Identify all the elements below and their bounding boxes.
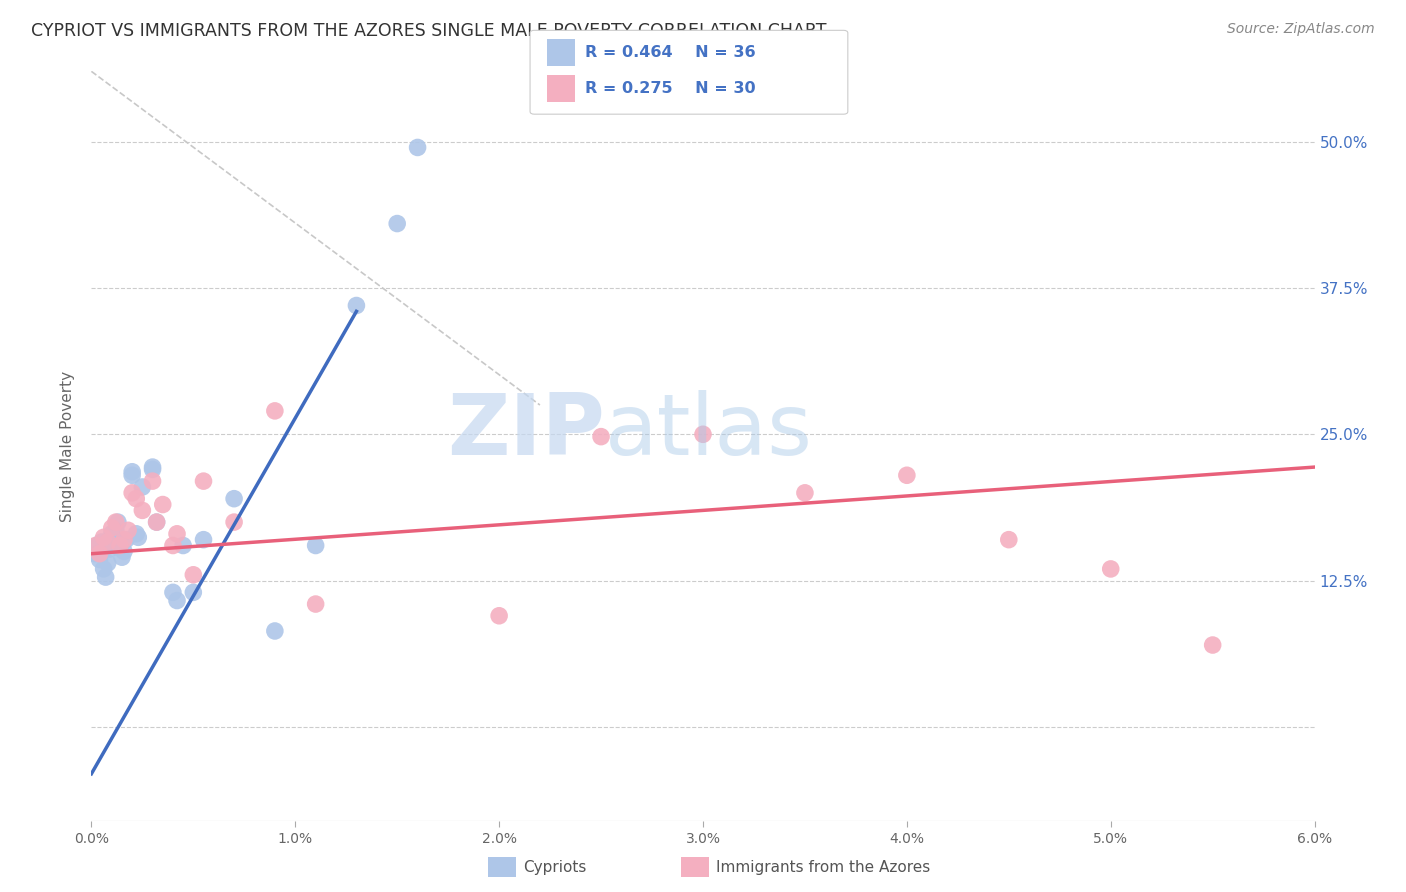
Point <box>183 567 205 582</box>
Point <box>488 608 510 623</box>
Point <box>166 526 188 541</box>
Point <box>112 533 135 547</box>
Text: Immigrants from the Azores: Immigrants from the Azores <box>716 860 929 874</box>
Point <box>591 430 613 444</box>
Point <box>264 624 287 638</box>
Point <box>117 523 139 537</box>
Point <box>108 541 131 555</box>
Point <box>101 526 124 541</box>
Point <box>131 503 153 517</box>
Point <box>125 526 148 541</box>
Point <box>115 533 138 547</box>
Point <box>89 547 111 561</box>
Point <box>305 597 328 611</box>
Point <box>162 539 184 553</box>
Point <box>97 535 120 549</box>
Point <box>145 515 167 529</box>
Point <box>385 217 409 231</box>
Text: R = 0.275    N = 30: R = 0.275 N = 30 <box>585 81 755 95</box>
Point <box>127 530 149 544</box>
Point <box>121 468 143 483</box>
Point <box>121 465 143 479</box>
Point <box>193 474 215 488</box>
Point <box>145 515 167 529</box>
Point <box>141 474 165 488</box>
Point <box>183 585 205 599</box>
Point <box>101 521 124 535</box>
Text: Source: ZipAtlas.com: Source: ZipAtlas.com <box>1227 22 1375 37</box>
Point <box>346 298 368 313</box>
Point <box>131 480 153 494</box>
Point <box>84 547 107 561</box>
Point <box>86 539 108 553</box>
Point <box>305 539 328 553</box>
Point <box>166 593 188 607</box>
Point <box>141 462 165 476</box>
Point <box>998 533 1021 547</box>
Point <box>406 140 429 154</box>
Point <box>107 515 129 529</box>
Point <box>224 515 246 529</box>
Point <box>101 536 124 550</box>
Point <box>104 523 127 537</box>
Point <box>93 530 115 544</box>
Point <box>97 556 120 570</box>
Point <box>162 585 184 599</box>
Point <box>111 550 134 565</box>
Y-axis label: Single Male Poverty: Single Male Poverty <box>60 370 76 522</box>
Point <box>193 533 215 547</box>
Point <box>93 562 115 576</box>
Text: CYPRIOT VS IMMIGRANTS FROM THE AZORES SINGLE MALE POVERTY CORRELATION CHART: CYPRIOT VS IMMIGRANTS FROM THE AZORES SI… <box>31 22 827 40</box>
Text: R = 0.464    N = 36: R = 0.464 N = 36 <box>585 45 755 60</box>
Text: ZIP: ZIP <box>447 390 605 473</box>
Point <box>90 535 112 549</box>
Point <box>112 544 135 558</box>
Point <box>896 468 918 483</box>
Point <box>141 460 165 475</box>
Point <box>104 539 127 553</box>
Point <box>108 539 131 553</box>
Point <box>125 491 148 506</box>
Point <box>94 570 117 584</box>
Point <box>224 491 246 506</box>
Point <box>84 539 107 553</box>
Point <box>172 539 194 553</box>
Point <box>152 498 174 512</box>
Text: atlas: atlas <box>605 390 813 473</box>
Point <box>121 485 143 500</box>
Point <box>264 404 287 418</box>
Text: Cypriots: Cypriots <box>523 860 586 874</box>
Point <box>89 552 111 566</box>
Point <box>98 541 121 557</box>
Point <box>794 485 817 500</box>
Point <box>104 515 127 529</box>
Point <box>692 427 714 442</box>
Point <box>1099 562 1122 576</box>
Point <box>1202 638 1225 652</box>
